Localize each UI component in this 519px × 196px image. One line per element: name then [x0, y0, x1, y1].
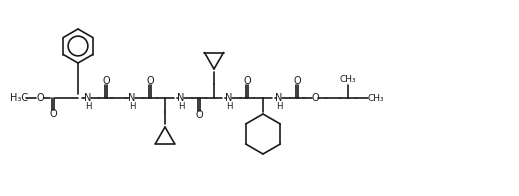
Text: O: O [146, 76, 154, 86]
Text: H: H [276, 102, 282, 111]
Text: N: N [225, 93, 233, 103]
Text: O: O [49, 109, 57, 119]
Text: O: O [195, 110, 203, 120]
Text: O: O [102, 76, 110, 86]
Text: O: O [311, 93, 319, 103]
Text: N: N [177, 93, 185, 103]
Text: H: H [226, 102, 232, 111]
Text: N: N [128, 93, 135, 103]
Text: H: H [129, 102, 135, 111]
Text: N: N [84, 93, 92, 103]
Text: N: N [275, 93, 283, 103]
Text: H₃C: H₃C [10, 93, 28, 103]
Text: O: O [36, 93, 44, 103]
Text: H: H [85, 102, 91, 111]
Text: O: O [293, 76, 301, 86]
Text: O: O [243, 76, 251, 86]
Text: H: H [177, 102, 184, 111]
Text: CH₃: CH₃ [340, 74, 357, 83]
Text: CH₃: CH₃ [367, 93, 384, 103]
